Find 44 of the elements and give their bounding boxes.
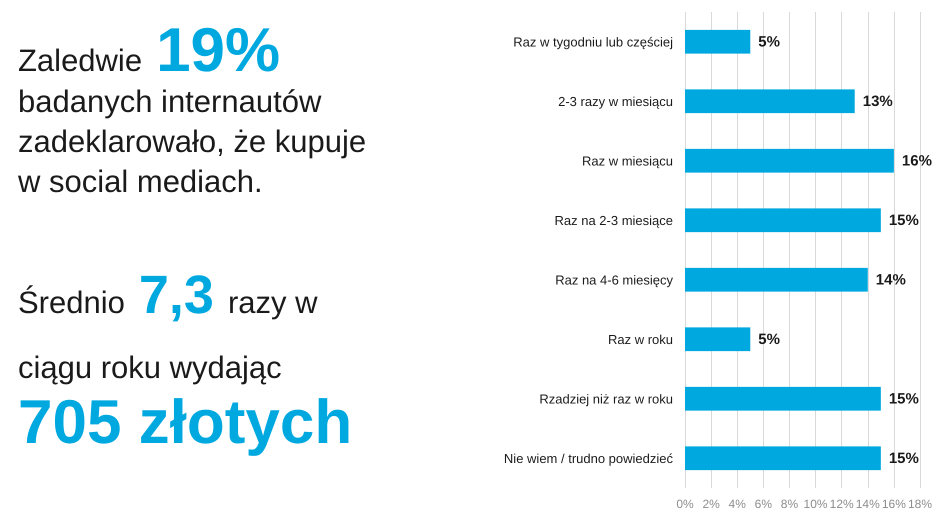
x-tick-label: 14% xyxy=(856,497,880,511)
y-tick-label: Rzadziej niż raz w roku xyxy=(539,391,673,406)
data-label: 14% xyxy=(876,271,906,288)
text: 7,3 xyxy=(138,265,214,325)
y-tick-label: 2-3 razy w miesiącu xyxy=(558,94,673,109)
y-tick-label: Raz na 2-3 miesiące xyxy=(554,212,673,228)
y-tick-label: Nie wiem / trudno powiedzieć xyxy=(504,450,674,466)
data-label: 15% xyxy=(888,450,919,467)
x-tick-label: 2% xyxy=(702,497,720,511)
x-tick-label: 0% xyxy=(676,497,694,511)
y-tick-label: Raz w tygodniu lub częściej xyxy=(513,34,674,50)
bar xyxy=(685,148,894,173)
bar xyxy=(685,30,750,54)
text: Zaledwie xyxy=(18,43,142,78)
text: 19% xyxy=(156,16,280,85)
data-label: 5% xyxy=(758,33,780,50)
data-label: 13% xyxy=(862,92,893,110)
text: w social mediach. xyxy=(18,164,263,199)
bar xyxy=(685,89,855,114)
bar xyxy=(685,208,881,232)
text: Średnio xyxy=(18,285,125,320)
x-tick-label: 4% xyxy=(728,497,746,511)
text: ciągu roku wydając xyxy=(18,350,282,385)
text: 705 złotych xyxy=(18,388,352,457)
data-label: 15% xyxy=(888,390,919,408)
x-tick-label: 16% xyxy=(882,497,906,511)
bar xyxy=(685,327,750,352)
y-tick-label: Raz w miesiącu xyxy=(582,153,673,168)
y-tick-label: Raz na 4-6 miesięcy xyxy=(555,272,674,288)
data-label: 15% xyxy=(888,212,919,229)
bar xyxy=(685,268,868,292)
x-tick-label: 10% xyxy=(804,497,828,511)
bar xyxy=(685,386,881,411)
text: razy w xyxy=(228,285,318,320)
data-label: 16% xyxy=(902,152,932,170)
text: zadeklarowało, że kupuje xyxy=(18,124,366,159)
y-tick-label: Raz w roku xyxy=(608,332,673,347)
bar xyxy=(685,446,881,470)
x-tick-label: 18% xyxy=(908,497,932,511)
data-label: 5% xyxy=(758,330,780,348)
x-tick-label: 6% xyxy=(754,497,772,511)
x-tick-label: 12% xyxy=(830,497,854,511)
text: badanych internautów xyxy=(18,84,322,119)
x-tick-label: 8% xyxy=(780,497,798,511)
